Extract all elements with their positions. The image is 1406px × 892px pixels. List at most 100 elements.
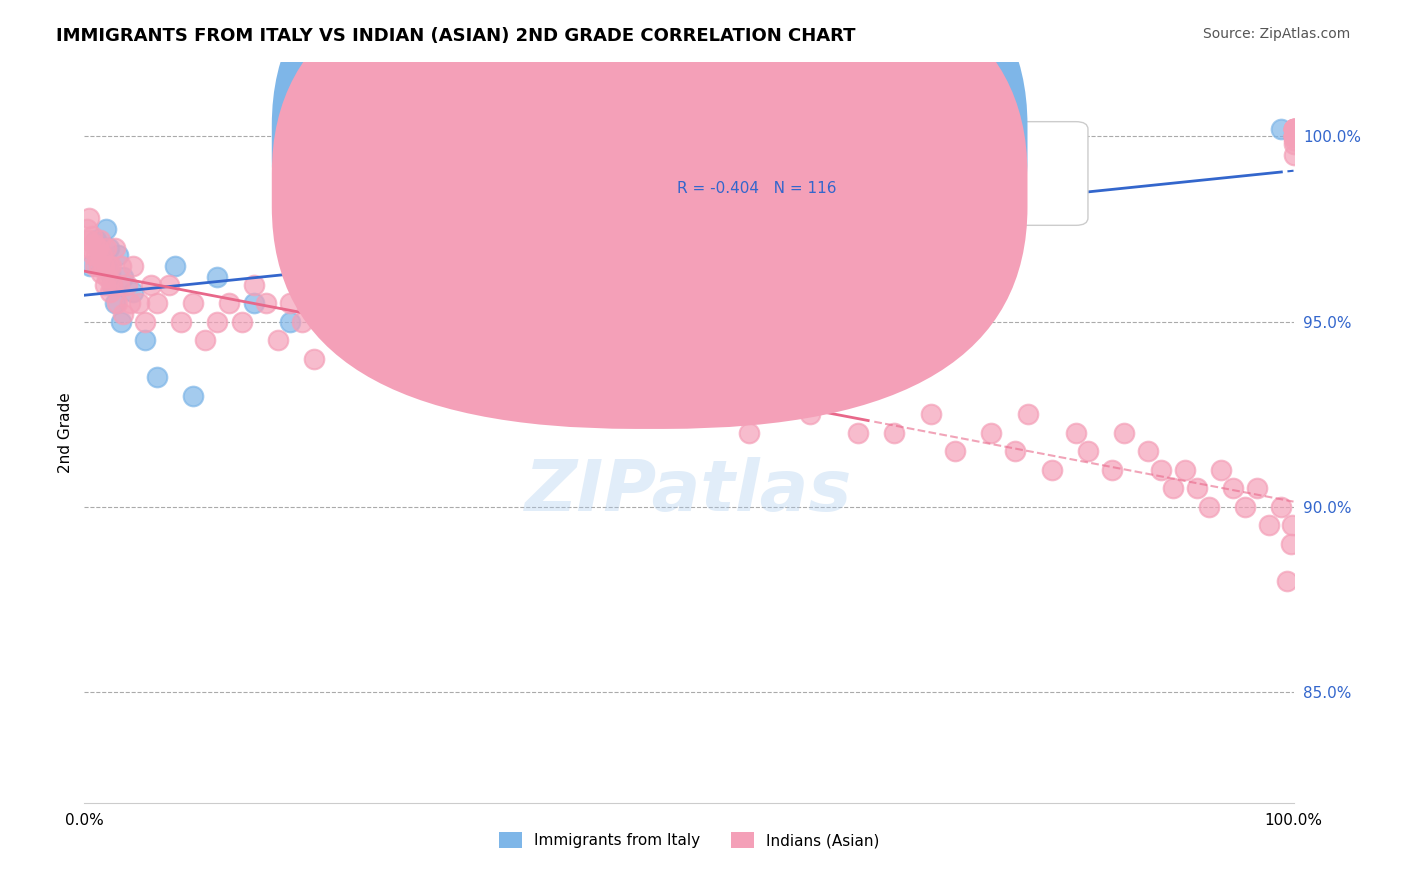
Point <box>94 222 117 236</box>
Point <box>134 315 156 329</box>
Point <box>87 259 110 273</box>
Point <box>557 241 579 255</box>
Point <box>242 296 264 310</box>
Point <box>509 389 531 403</box>
Point <box>460 389 482 403</box>
Legend: Immigrants from Italy, Indians (Asian): Immigrants from Italy, Indians (Asian) <box>492 826 886 855</box>
Point <box>94 241 117 255</box>
Point <box>207 270 229 285</box>
Point <box>920 203 942 218</box>
Point <box>108 277 131 292</box>
Point <box>1282 129 1305 144</box>
Point <box>79 259 101 273</box>
Point <box>194 333 217 347</box>
Point <box>799 407 821 421</box>
Point <box>581 351 603 366</box>
Point <box>605 370 627 384</box>
Point <box>77 211 100 225</box>
Point <box>412 370 434 384</box>
Point <box>83 236 105 251</box>
Point <box>112 307 135 321</box>
Point <box>859 370 882 384</box>
Point <box>231 315 253 329</box>
Point <box>82 248 104 262</box>
Point <box>352 296 374 310</box>
Point <box>496 270 519 285</box>
Point <box>496 351 519 366</box>
Point <box>110 315 132 329</box>
Point <box>472 315 495 329</box>
Point <box>181 296 204 310</box>
Point <box>1077 444 1099 458</box>
Point <box>1114 425 1136 440</box>
Point <box>1246 481 1268 495</box>
Point <box>1281 518 1303 533</box>
Point <box>1198 500 1220 514</box>
Point <box>738 425 761 440</box>
Point <box>110 259 132 273</box>
Point <box>1282 122 1305 136</box>
Point <box>725 370 748 384</box>
Point <box>1004 444 1026 458</box>
Point <box>1282 129 1305 144</box>
Point <box>94 259 117 273</box>
Point <box>242 277 264 292</box>
Point <box>278 296 301 310</box>
Point <box>1277 574 1299 588</box>
FancyBboxPatch shape <box>271 0 1028 381</box>
Point <box>120 296 142 310</box>
Point <box>291 315 314 329</box>
Point <box>121 285 143 299</box>
Text: R = -0.404   N = 116: R = -0.404 N = 116 <box>676 181 837 196</box>
Point <box>1270 122 1292 136</box>
Point <box>76 222 98 236</box>
Point <box>641 351 664 366</box>
Point <box>218 296 240 310</box>
Point <box>1234 500 1257 514</box>
Point <box>96 270 118 285</box>
Point <box>315 277 337 292</box>
Point <box>90 267 112 281</box>
Point <box>77 233 100 247</box>
Point <box>823 389 845 403</box>
Point <box>399 315 422 329</box>
Point <box>484 370 506 384</box>
Point <box>104 296 127 310</box>
Point <box>1282 122 1305 136</box>
Point <box>1282 122 1305 136</box>
Text: ZIPatlas: ZIPatlas <box>526 458 852 526</box>
Point <box>1222 481 1244 495</box>
Point <box>93 259 115 273</box>
Point <box>302 351 325 366</box>
Point <box>1017 407 1039 421</box>
Point <box>678 407 700 421</box>
Point <box>1040 185 1063 199</box>
Point <box>1064 425 1087 440</box>
Point <box>1258 518 1281 533</box>
Point <box>1282 122 1305 136</box>
Point <box>702 389 724 403</box>
Point <box>86 248 108 262</box>
Point <box>1101 463 1123 477</box>
Point <box>1282 129 1305 144</box>
Point <box>1282 129 1305 144</box>
Point <box>97 259 120 273</box>
Point <box>678 222 700 236</box>
Point <box>98 285 121 299</box>
Point <box>1161 481 1184 495</box>
Point <box>617 389 640 403</box>
Point <box>94 277 117 292</box>
Point <box>267 333 290 347</box>
Point <box>920 407 942 421</box>
Point <box>278 315 301 329</box>
Point <box>1149 463 1171 477</box>
Point <box>181 389 204 403</box>
Point <box>328 333 350 347</box>
Point <box>1270 500 1292 514</box>
Point <box>1137 444 1160 458</box>
Point <box>1174 463 1197 477</box>
Point <box>84 259 107 273</box>
FancyBboxPatch shape <box>271 0 1028 429</box>
Point <box>105 296 128 310</box>
Point <box>112 270 135 285</box>
